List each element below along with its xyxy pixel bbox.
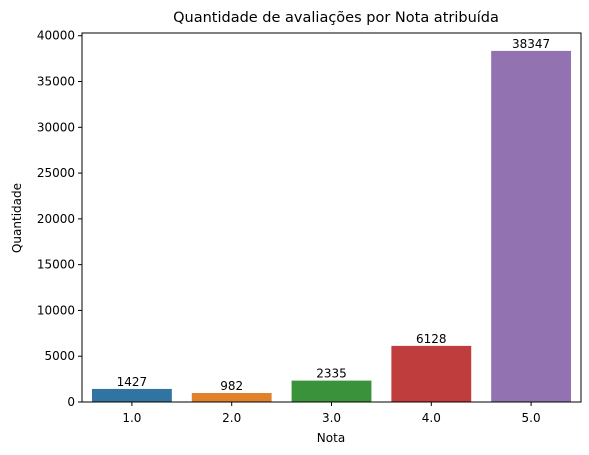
x-tick-label: 5.0 (522, 411, 541, 425)
y-axis: 0 5000 10000 15000 20000 25000 30000 35000 40000 (37, 29, 82, 409)
bar-2.0 (191, 393, 272, 402)
y-tick-label: 30000 (37, 120, 75, 134)
y-tick-label: 5000 (44, 349, 75, 363)
data-label-5.0: 38347 (512, 37, 550, 51)
data-label-4.0: 6128 (416, 332, 447, 346)
plot-frame (81, 32, 582, 403)
y-tick-label: 40000 (37, 29, 75, 43)
x-tick-label: 2.0 (222, 411, 241, 425)
data-label-1.0: 1427 (117, 375, 148, 389)
data-label-3.0: 2335 (316, 367, 347, 381)
x-tick-label: 4.0 (422, 411, 441, 425)
chart-title: Quantidade de avaliações por Nota atribu… (173, 10, 499, 26)
x-axis-label: Nota (317, 431, 345, 445)
data-labels-group: 1427 982 2335 6128 38347 (117, 37, 551, 393)
y-tick-label: 20000 (37, 212, 75, 226)
x-tick-label: 3.0 (322, 411, 341, 425)
bar-3.0 (291, 380, 372, 402)
y-tick-label: 35000 (37, 75, 75, 89)
bars-group (91, 50, 572, 402)
y-tick-label: 10000 (37, 303, 75, 317)
y-axis-label: Quantidade (10, 183, 24, 253)
bar-1.0 (91, 388, 172, 402)
bar-5.0 (491, 50, 572, 402)
bar-4.0 (391, 345, 472, 402)
x-tick-label: 1.0 (122, 411, 141, 425)
y-tick-label: 25000 (37, 166, 75, 180)
data-label-2.0: 982 (220, 379, 243, 393)
x-axis: 1.0 2.0 3.0 4.0 5.0 (122, 402, 541, 425)
y-tick-label: 15000 (37, 258, 75, 272)
y-tick-label: 0 (67, 395, 75, 409)
